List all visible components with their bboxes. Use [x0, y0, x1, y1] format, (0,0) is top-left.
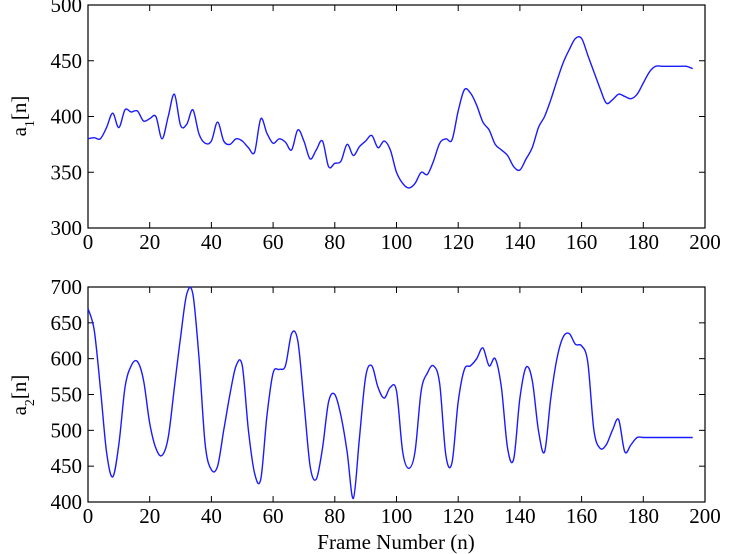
bottom-y-tick-label: 600 [51, 347, 83, 371]
bottom-y-tick-label: 700 [51, 275, 83, 299]
top-x-tick-label: 100 [381, 230, 413, 254]
top-x-tick-label: 140 [504, 230, 536, 254]
bottom-y-tick-label: 400 [51, 490, 83, 514]
bottom-chart-panel: 0 20 40 60 80 100 120 140 160 180 200 400 450 500 550 6… [7, 275, 721, 554]
bottom-x-tick-label: 140 [504, 504, 536, 528]
top-x-tick-label: 60 [263, 230, 284, 254]
bottom-x-tick-label: 100 [381, 504, 413, 528]
top-y-tick-label: 400 [51, 105, 83, 129]
bottom-series-line [87, 286, 693, 500]
top-y-tick-label: 350 [51, 160, 83, 184]
bottom-x-tick-label: 80 [324, 504, 345, 528]
top-y-axis-label-tail: [n] [7, 96, 31, 121]
bottom-y-tick-label: 450 [51, 454, 83, 478]
bottom-x-tick-label: 180 [628, 504, 660, 528]
top-x-tick-label: 200 [689, 230, 721, 254]
bottom-y-axis-label-sub: 2 [23, 399, 38, 406]
top-x-tick-label: 160 [566, 230, 598, 254]
svg-text:a1[n]: a1[n] [7, 96, 38, 137]
top-x-tick-label: 20 [139, 230, 160, 254]
top-x-tick-label: 120 [442, 230, 474, 254]
top-y-tick-label: 500 [51, 0, 83, 17]
top-y-axis-label-main: a [7, 126, 31, 136]
bottom-y-tick-label: 500 [51, 418, 83, 442]
svg-text:a2[n]: a2[n] [7, 375, 38, 416]
top-x-tick-label: 180 [628, 230, 660, 254]
bottom-y-tick-label: 550 [51, 383, 83, 407]
bottom-x-tick-label: 160 [566, 504, 598, 528]
bottom-y-axis-label-tail: [n] [7, 375, 31, 400]
bottom-x-tick-label: 0 [83, 504, 94, 528]
top-y-tick-label: 300 [51, 216, 83, 240]
bottom-ticks: 0 20 40 60 80 100 120 140 160 180 200 400 450 500 550 6… [51, 275, 721, 528]
bottom-y-tick-label: 650 [51, 311, 83, 335]
top-chart-panel: 0 20 40 60 80 100 120 140 160 180 200 300 350 400 450 5… [7, 0, 721, 254]
bottom-x-axis-label: Frame Number (n) [317, 530, 474, 554]
top-series-line [87, 36, 693, 189]
top-x-tick-label: 80 [324, 230, 345, 254]
top-x-tick-label: 40 [201, 230, 222, 254]
bottom-x-tick-label: 40 [201, 504, 222, 528]
top-y-axis-label-sub: 1 [23, 120, 38, 127]
bottom-x-tick-label: 120 [442, 504, 474, 528]
top-y-tick-label: 450 [51, 49, 83, 73]
bottom-x-tick-label: 200 [689, 504, 721, 528]
top-y-axis-label: a1[n] [7, 96, 38, 137]
top-ticks: 0 20 40 60 80 100 120 140 160 180 200 300 350 400 450 5… [51, 0, 721, 254]
bottom-x-tick-label: 60 [263, 504, 284, 528]
bottom-y-axis-label: a2[n] [7, 375, 38, 416]
bottom-y-axis-label-main: a [7, 405, 31, 415]
top-plot-frame [87, 4, 706, 229]
bottom-x-tick-label: 20 [139, 504, 160, 528]
top-x-tick-label: 0 [83, 230, 94, 254]
